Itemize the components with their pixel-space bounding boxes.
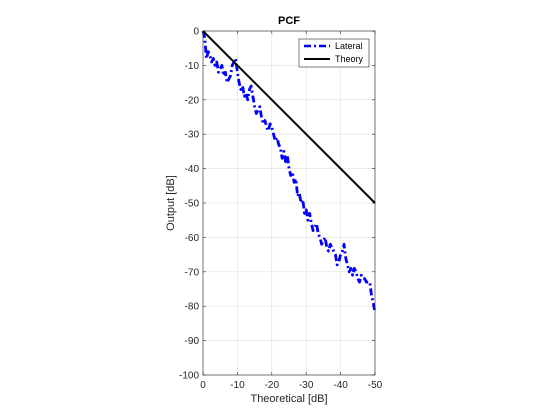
legend-label-theory: Theory (335, 54, 364, 64)
y-tick-label: 0 (193, 27, 199, 38)
legend-label-lateral: Lateral (335, 41, 363, 51)
x-tick-label: -40 (333, 380, 348, 391)
chart-title: PCF (278, 15, 300, 27)
x-tick-label: -20 (265, 380, 280, 391)
y-tick-label: -50 (185, 199, 200, 210)
y-tick-label: -10 (185, 61, 200, 72)
x-axis-label: Theoretical [dB] (250, 393, 327, 405)
x-tick-labels: 0 -10 -20 -30 -40 -50 (200, 380, 382, 391)
x-tick-label: -30 (299, 380, 314, 391)
legend-box (298, 38, 370, 68)
x-tick-label: 0 (200, 380, 206, 391)
y-tick-label: -30 (185, 130, 200, 141)
y-axis-label: Output [dB] (165, 175, 177, 231)
series-line-theory (202, 30, 376, 204)
series-layer (201, 30, 377, 314)
y-tick-label: -100 (179, 371, 199, 382)
x-tick-label: -10 (230, 380, 245, 391)
y-tick-label: -40 (185, 164, 200, 175)
y-tick-label: -90 (185, 336, 200, 347)
y-tick-label: -80 (185, 302, 200, 313)
y-tick-label: -70 (185, 267, 200, 278)
ticks (202, 30, 376, 376)
y-tick-label: -60 (185, 233, 200, 244)
series-line-lateral (201, 30, 377, 314)
x-tick-label: -50 (368, 380, 383, 391)
y-tick-label: -20 (185, 95, 200, 106)
y-tick-labels: 0 -10 -20 -30 -40 -50 -60 -70 -80 -90 -100 (179, 27, 199, 382)
legend: Lateral Theory (298, 38, 370, 68)
